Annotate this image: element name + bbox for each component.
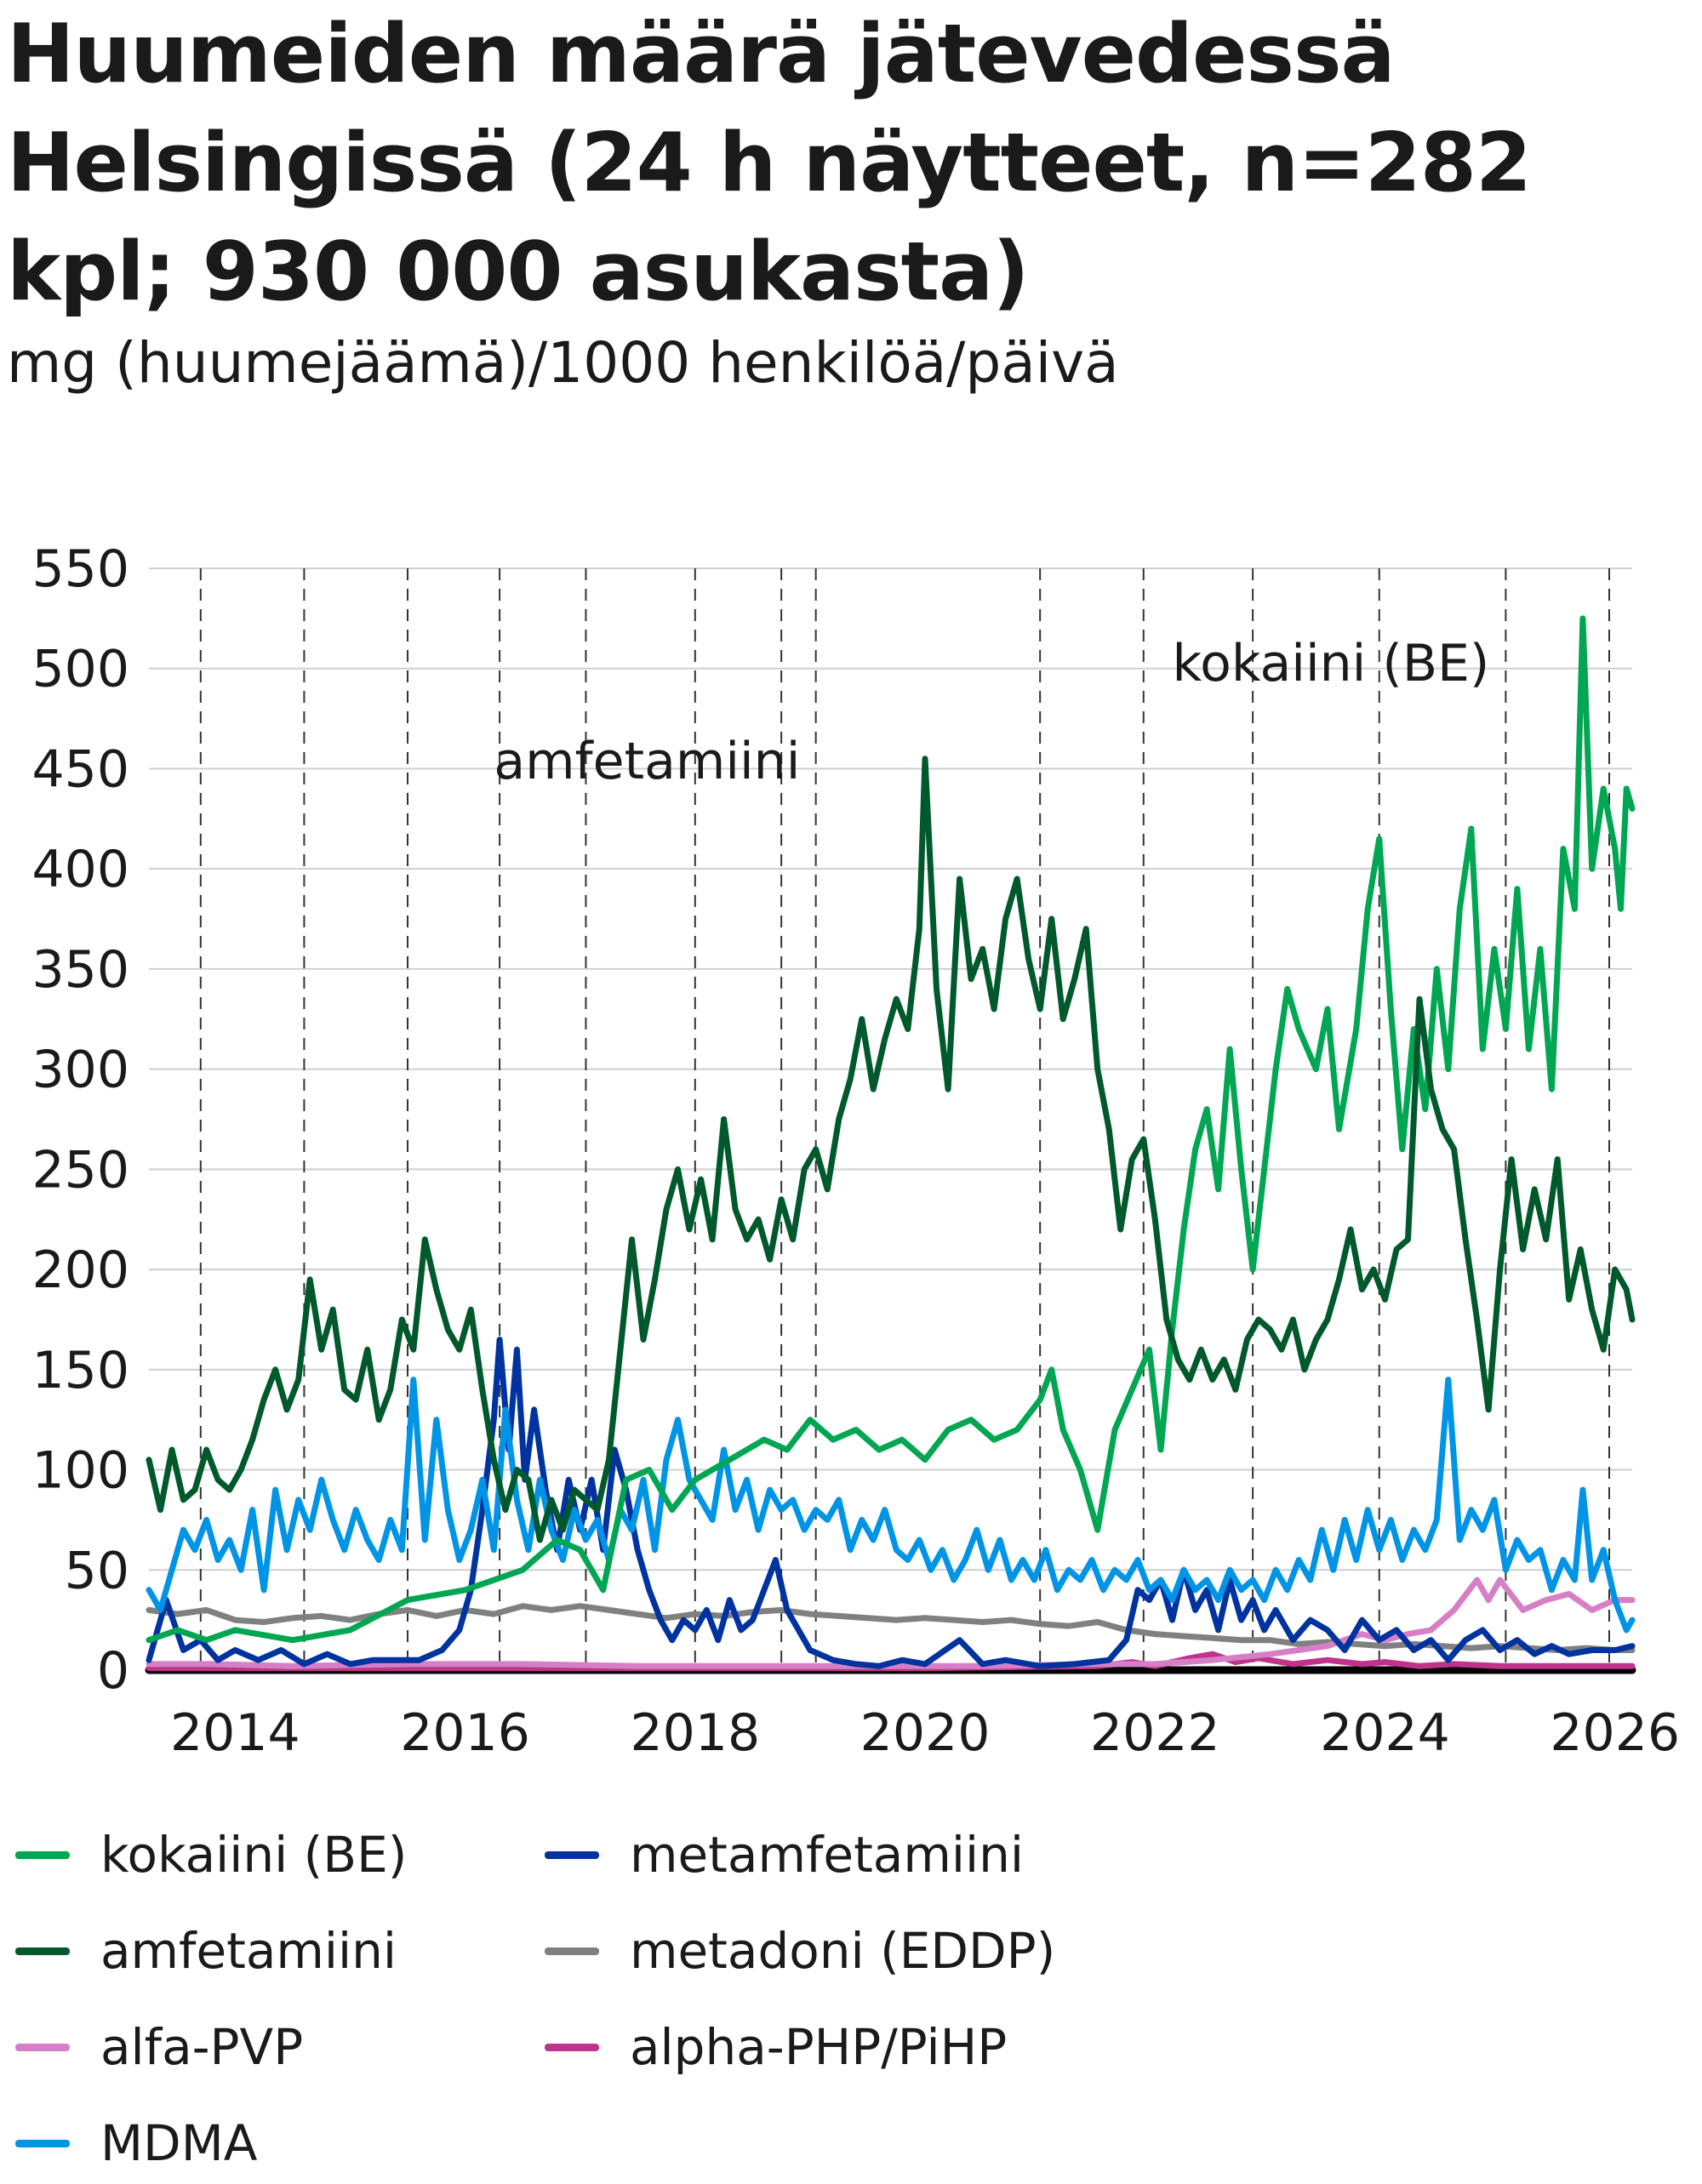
legend-item: metadoni (EDDP) xyxy=(545,1913,1055,1989)
legend-label: metadoni (EDDP) xyxy=(630,1922,1056,1980)
legend-swatch xyxy=(15,1947,70,1955)
y-tick-label: 0 xyxy=(97,1641,129,1701)
x-tick-label: 2014 xyxy=(170,1703,300,1763)
legend-item: alpha-PHP/PiHP xyxy=(545,2009,1007,2085)
legend-label: alfa-PVP xyxy=(100,2018,304,2076)
legend-swatch xyxy=(15,1850,70,1859)
chart-subtitle: mg (huumejäämä)/1000 henkilöä/päivä xyxy=(7,330,1119,396)
x-tick-label: 2026 xyxy=(1550,1703,1680,1763)
y-tick-label: 50 xyxy=(65,1541,129,1600)
series-line-kokaiini-be xyxy=(146,615,1636,1644)
series-line-metamfetamiini xyxy=(146,1337,1636,1669)
legend-item: MDMA xyxy=(15,2105,257,2181)
x-tick-label: 2016 xyxy=(400,1703,530,1763)
y-tick-label: 150 xyxy=(31,1341,129,1400)
legend-item: kokaiini (BE) xyxy=(15,1816,407,1893)
series-line-alfa-pvp xyxy=(146,1577,1636,1669)
annotation-label: kokaiini (BE) xyxy=(1173,634,1490,693)
legend-label: amfetamiini xyxy=(100,1922,397,1980)
grid-lines xyxy=(149,567,1632,1671)
series-line-metadoni-eddp xyxy=(146,1603,1636,1653)
y-tick-label: 400 xyxy=(31,840,129,899)
series-line-amfetamiini xyxy=(146,756,1636,1543)
y-tick-label: 250 xyxy=(31,1140,129,1200)
y-tick-label: 550 xyxy=(31,539,129,599)
legend-swatch xyxy=(15,2043,70,2051)
legend-label: metamfetamiini xyxy=(630,1826,1024,1884)
x-tick-label: 2024 xyxy=(1320,1703,1450,1763)
legend-label: MDMA xyxy=(100,2114,258,2172)
legend: kokaiini (BE) metamfetamiini amfetamiini me… xyxy=(0,1821,1702,2178)
y-tick-label: 100 xyxy=(31,1441,129,1501)
series-line-mdma xyxy=(146,1377,1636,1634)
y-tick-label: 450 xyxy=(31,739,129,799)
legend-swatch xyxy=(545,1850,599,1859)
x-axis-ticks: 2014 2016 2018 2020 2022 2024 2026 xyxy=(170,1703,1680,1763)
y-tick-label: 200 xyxy=(31,1240,129,1300)
legend-swatch xyxy=(15,2139,70,2147)
legend-swatch xyxy=(545,1947,599,1955)
y-axis-ticks: 0 50 100 150 200 250 300 350 400 450 500 550 xyxy=(31,539,129,1701)
x-tick-label: 2018 xyxy=(630,1703,760,1763)
legend-label: alpha-PHP/PiHP xyxy=(630,2018,1008,2076)
x-tick-label: 2020 xyxy=(860,1703,991,1763)
y-tick-label: 500 xyxy=(31,640,129,699)
series-lines xyxy=(145,615,1636,1674)
legend-item: metamfetamiini xyxy=(545,1816,1024,1893)
annotation-label: amfetamiini xyxy=(494,732,800,791)
legend-swatch xyxy=(545,2043,599,2051)
x-tick-label: 2022 xyxy=(1090,1703,1220,1763)
legend-label: kokaiini (BE) xyxy=(100,1826,408,1884)
y-tick-label: 300 xyxy=(31,1041,129,1100)
annotations: amfetamiini kokaiini (BE) xyxy=(494,634,1489,791)
y-tick-label: 350 xyxy=(31,940,129,1000)
legend-item: alfa-PVP xyxy=(15,2009,303,2085)
legend-item: amfetamiini xyxy=(15,1913,397,1989)
chart-title: Huumeiden määrä jätevedessä Helsingissä … xyxy=(7,8,1532,319)
